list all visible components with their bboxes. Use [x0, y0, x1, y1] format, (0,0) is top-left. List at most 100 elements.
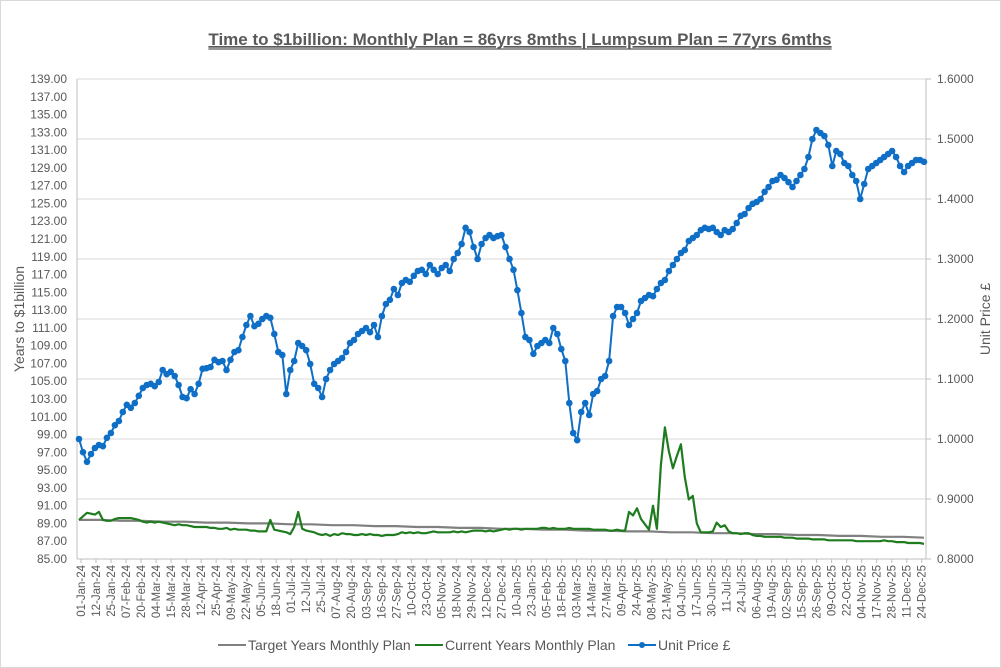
y-tick-label: 97.00	[37, 445, 67, 459]
y2-tick-label: 1.6000	[937, 72, 974, 86]
data-point	[502, 243, 509, 251]
y-tick-label: 117.00	[31, 268, 67, 282]
x-tick-label: 19-Aug-25	[767, 565, 779, 619]
data-point	[745, 204, 752, 212]
y-tick-label: 119.00	[31, 250, 67, 264]
y2-tick-label: 1.4000	[937, 192, 974, 206]
x-tick-label: 28-Nov-25	[887, 565, 899, 619]
data-point	[326, 366, 334, 374]
data-point	[430, 266, 438, 274]
legend-item: Unit Price £	[628, 637, 731, 653]
data-point	[793, 177, 800, 185]
data-point	[514, 286, 521, 294]
data-point	[207, 363, 214, 371]
data-point	[235, 346, 242, 354]
x-tick-label: 28-Mar-24	[181, 564, 193, 618]
data-point	[526, 336, 533, 344]
data-point	[837, 150, 844, 158]
data-point	[159, 366, 166, 374]
data-point	[733, 219, 740, 227]
data-point	[546, 339, 553, 347]
x-tick-label: 08-May-25	[647, 565, 659, 620]
data-point	[673, 255, 681, 263]
data-point	[829, 162, 836, 170]
data-point	[729, 225, 736, 233]
x-tick-label: 20-Feb-24	[136, 564, 148, 618]
data-point	[306, 360, 314, 368]
data-point	[478, 240, 485, 248]
y-tick-label: 111.00	[32, 321, 67, 335]
data-point	[601, 372, 609, 380]
x-tick-label: 05-Feb-25	[541, 565, 553, 618]
data-point	[151, 382, 158, 390]
y-tick-label: 133.00	[30, 125, 67, 139]
x-tick-label: 12-Dec-24	[481, 564, 493, 618]
data-point	[562, 357, 569, 365]
data-point	[87, 450, 95, 458]
data-point	[649, 292, 657, 300]
data-point	[530, 350, 537, 358]
y-tick-label: 101.00	[30, 410, 67, 424]
data-point	[219, 357, 226, 365]
data-point	[789, 183, 796, 191]
data-point	[350, 336, 358, 344]
data-point	[665, 267, 673, 275]
x-tick-label: 04-Jun-25	[677, 565, 689, 617]
data-point	[75, 435, 83, 443]
x-tick-label: 25-Jan-24	[106, 564, 118, 616]
data-point	[585, 411, 593, 419]
legend: Target Years Monthly Plan Current Years M…	[218, 637, 731, 653]
data-point	[410, 272, 418, 280]
data-point	[187, 385, 194, 393]
x-tick-label: 01-Jul-24	[286, 564, 298, 613]
data-point	[450, 255, 458, 263]
data-point	[382, 300, 390, 308]
data-point	[119, 408, 127, 416]
series-unit-price	[75, 126, 928, 466]
data-point	[765, 183, 772, 191]
x-tick-label: 07-Feb-24	[121, 564, 133, 618]
x-tick-label: 09-May-24	[226, 564, 238, 620]
y-tick-label: 85.00	[37, 552, 67, 566]
data-point	[860, 180, 868, 188]
data-point	[805, 153, 812, 161]
data-point	[900, 168, 908, 176]
x-tick-label: 04-Nov-25	[857, 565, 869, 619]
x-tick-label: 02-Sep-25	[782, 565, 794, 619]
x-tick-label: 24-Dec-25	[917, 565, 929, 619]
data-point	[434, 270, 442, 278]
x-tick-label: 24-Apr-25	[631, 565, 643, 616]
data-point	[175, 381, 182, 389]
data-point	[609, 312, 617, 320]
data-point	[458, 240, 465, 248]
data-point	[191, 390, 198, 398]
data-point	[629, 315, 637, 323]
data-point	[617, 303, 625, 311]
x-tick-label: 05-Jun-24	[256, 564, 268, 616]
x-tick-label: 03-Sep-24	[361, 564, 373, 618]
data-point	[314, 384, 322, 392]
x-tick-label: 09-Apr-25	[616, 565, 628, 616]
x-tick-label: 18-Jun-24	[271, 564, 283, 616]
data-point	[239, 333, 246, 341]
data-point	[283, 390, 290, 398]
x-tick-label: 23-Oct-24	[421, 564, 433, 616]
data-point	[569, 429, 577, 437]
data-point	[518, 309, 525, 317]
x-tick-label: 04-Mar-24	[151, 564, 163, 618]
data-point	[506, 255, 513, 263]
y-tick-label: 127.00	[30, 179, 67, 193]
x-tick-label: 12-Jul-24	[301, 564, 313, 613]
data-point	[390, 285, 398, 293]
x-tick-label: 11-Jul-25	[722, 565, 734, 612]
y-tick-label: 87.00	[37, 534, 67, 548]
x-tick-label: 03-Mar-25	[571, 565, 583, 618]
x-tick-label: 21-May-25	[662, 565, 674, 620]
data-point	[338, 354, 346, 362]
data-point	[103, 434, 111, 442]
data-point	[243, 321, 250, 329]
data-point	[422, 270, 430, 278]
data-point	[693, 231, 701, 239]
data-point	[669, 261, 677, 269]
